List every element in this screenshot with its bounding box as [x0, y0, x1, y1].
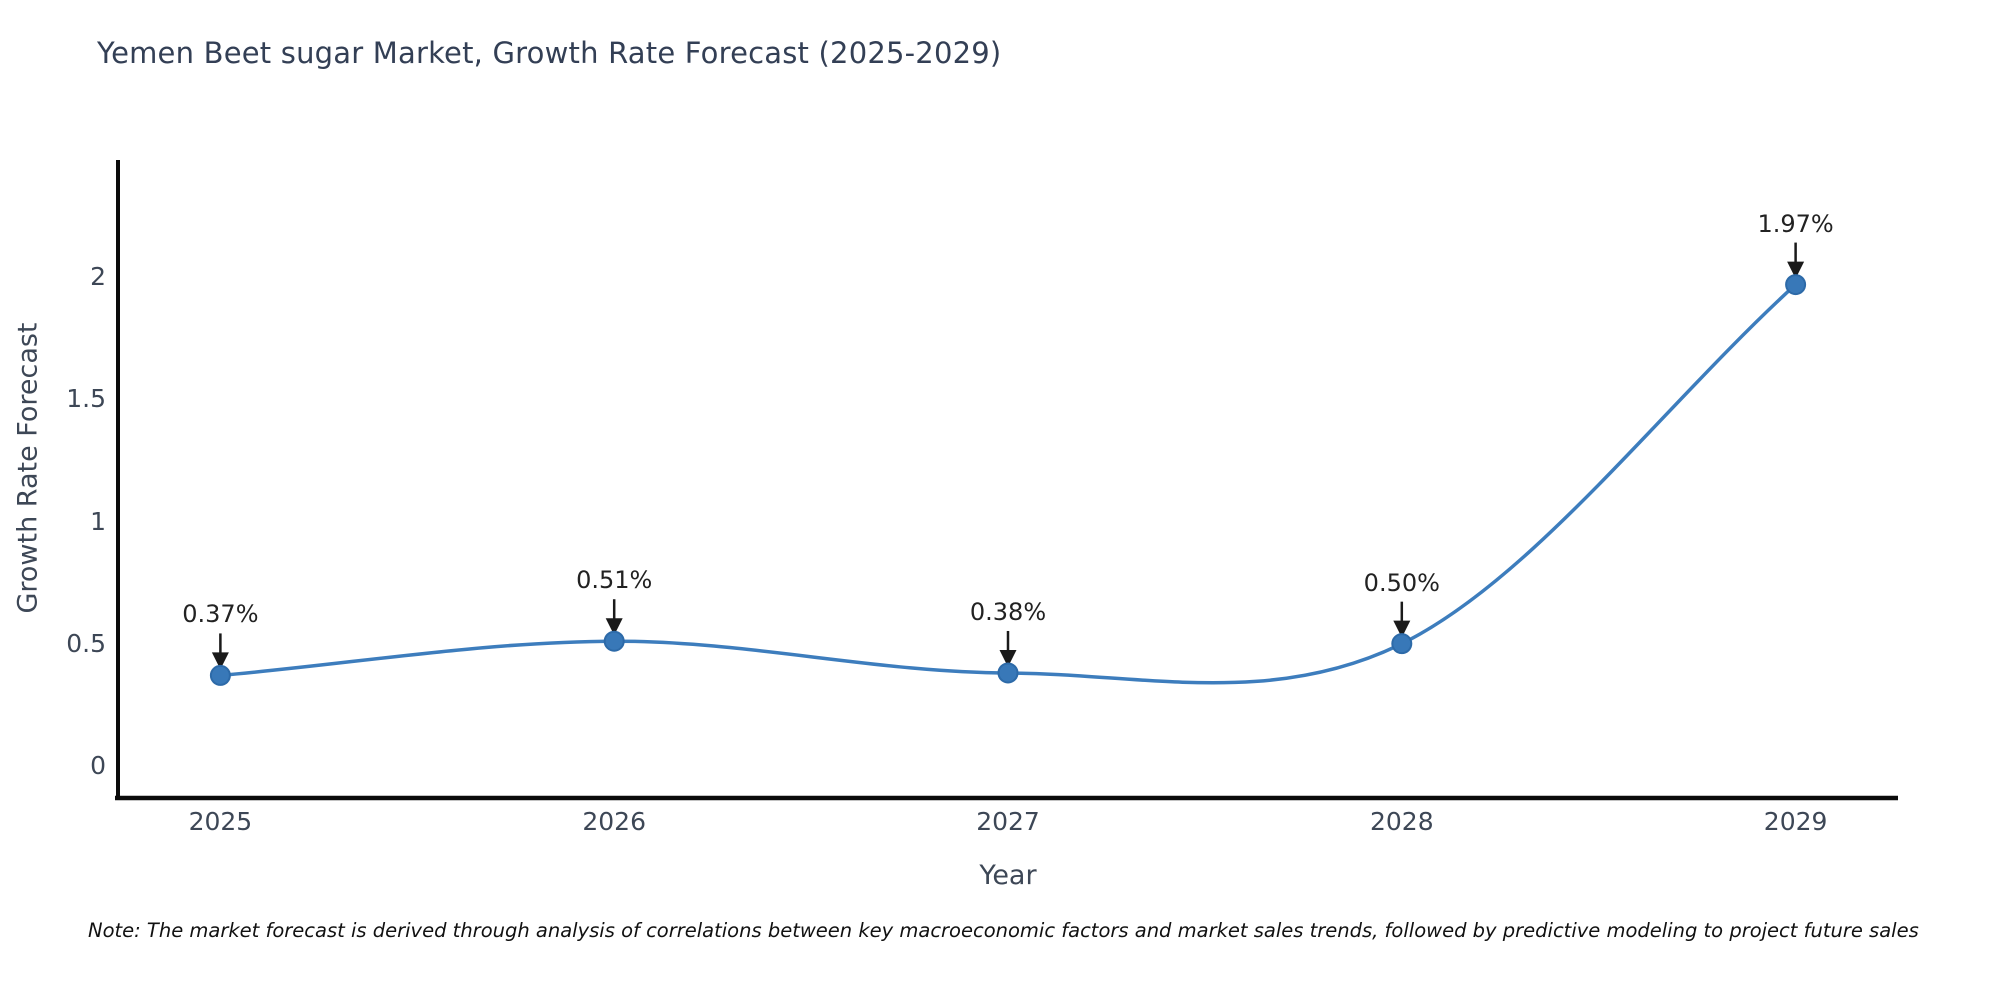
- y-tick-label: 1.5: [66, 384, 106, 414]
- line-series: [218, 282, 1798, 685]
- annotation-arrow-head: [1393, 620, 1411, 638]
- data-point-marker: [997, 662, 1019, 684]
- x-axis-title: Year: [979, 860, 1037, 891]
- footnote: Note: The market forecast is derived thr…: [88, 919, 1919, 942]
- data-point-marker: [603, 630, 625, 652]
- data-point-label: 1.97%: [1757, 209, 1834, 238]
- data-point-label: 0.50%: [1363, 568, 1440, 597]
- x-tick-label: 2027: [976, 807, 1040, 836]
- annotation-arrows: [211, 242, 1805, 670]
- y-tick-label: 1: [90, 506, 106, 536]
- annotation-arrow-head: [1787, 261, 1805, 279]
- annotation-arrow-head: [605, 618, 623, 636]
- y-tick-label: 2: [90, 262, 106, 292]
- chart-title: Yemen Beet sugar Market, Growth Rate For…: [97, 36, 1002, 70]
- data-point-marker: [1391, 633, 1413, 655]
- x-tick-label: 2026: [582, 807, 646, 836]
- data-point-label: 0.51%: [576, 566, 653, 595]
- y-axis-title: Growth Rate Forecast: [12, 322, 44, 614]
- data-point-marker: [1785, 274, 1807, 296]
- y-tick-label: 0.5: [66, 628, 106, 658]
- data-point-label: 0.38%: [969, 597, 1047, 626]
- annotation-arrow-head: [999, 649, 1017, 667]
- data-point-label: 0.37%: [182, 600, 259, 629]
- x-tick-label: 2028: [1369, 807, 1434, 836]
- annotation-arrow-head: [211, 652, 229, 670]
- data-point-markers: [209, 274, 1807, 686]
- x-tick-label: 2029: [1763, 807, 1828, 836]
- x-tick-label: 2025: [188, 807, 253, 836]
- data-point-marker: [209, 664, 231, 686]
- y-tick-label: 0: [90, 750, 106, 780]
